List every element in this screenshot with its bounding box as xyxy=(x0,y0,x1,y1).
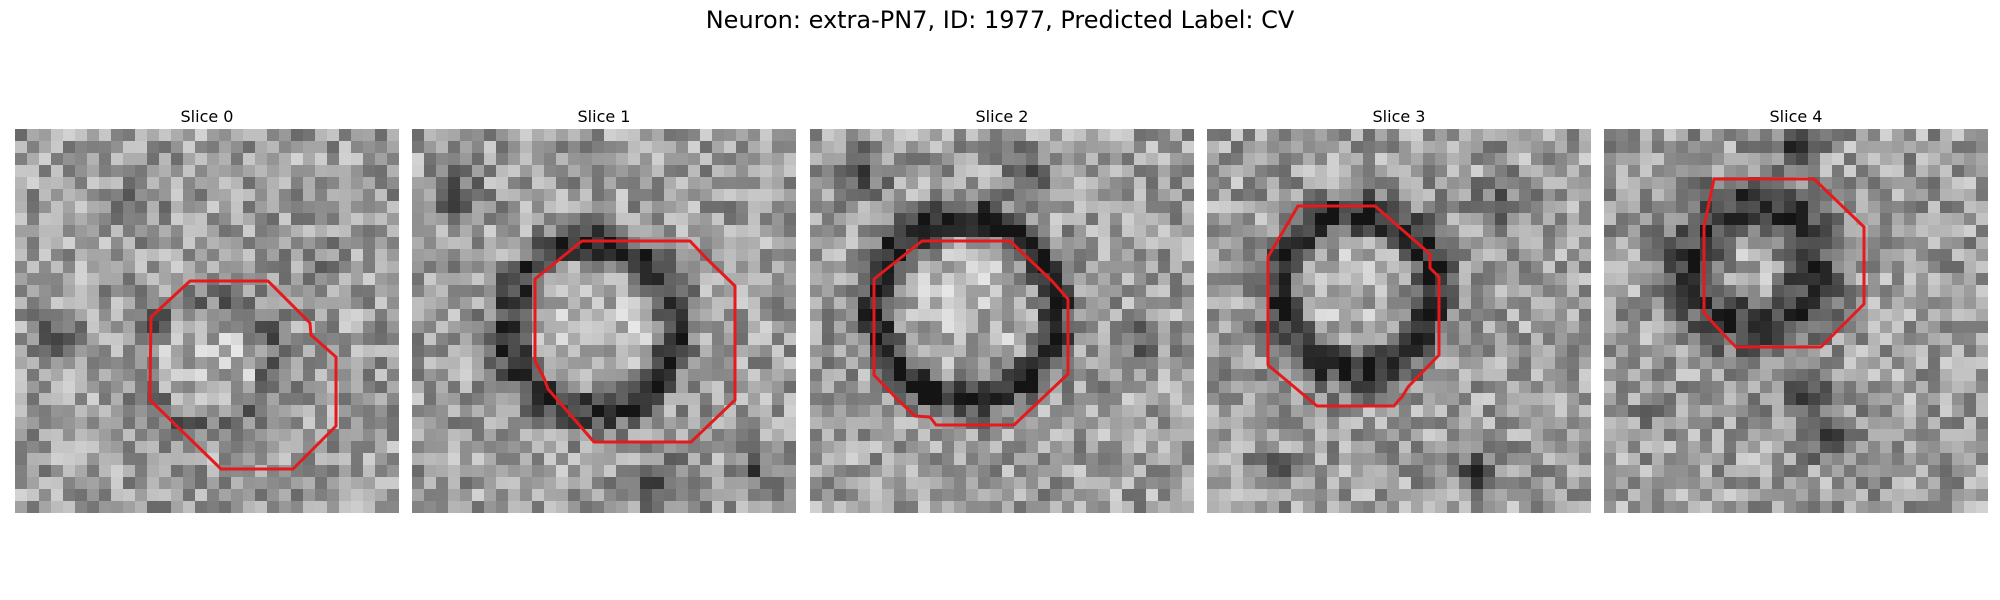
slice-image-1 xyxy=(412,129,796,513)
segmentation-contour-1 xyxy=(533,239,737,444)
slice-panel-0: Slice 0 xyxy=(15,105,399,513)
slice-title-2: Slice 2 xyxy=(975,107,1029,126)
slice-panel-2: Slice 2 xyxy=(810,105,1194,513)
slice-title-1: Slice 1 xyxy=(577,107,631,126)
slice-title-4: Slice 4 xyxy=(1769,107,1823,126)
slice-image-4 xyxy=(1604,129,1988,513)
figure-title: Neuron: extra-PN7, ID: 1977, Predicted L… xyxy=(705,6,1295,34)
slice-image-3 xyxy=(1207,129,1591,513)
segmentation-contour-2 xyxy=(872,239,1070,427)
slice-panel-3: Slice 3 xyxy=(1207,105,1591,513)
segmentation-contour-3 xyxy=(1266,204,1441,408)
slice-image-0 xyxy=(15,129,399,513)
slice-panel-4: Slice 4 xyxy=(1604,105,1988,513)
slice-title-3: Slice 3 xyxy=(1372,107,1426,126)
segmentation-contour-4 xyxy=(1702,177,1866,349)
slice-title-0: Slice 0 xyxy=(180,107,234,126)
segmentation-contour-0 xyxy=(148,279,338,471)
slice-panel-1: Slice 1 xyxy=(412,105,796,513)
